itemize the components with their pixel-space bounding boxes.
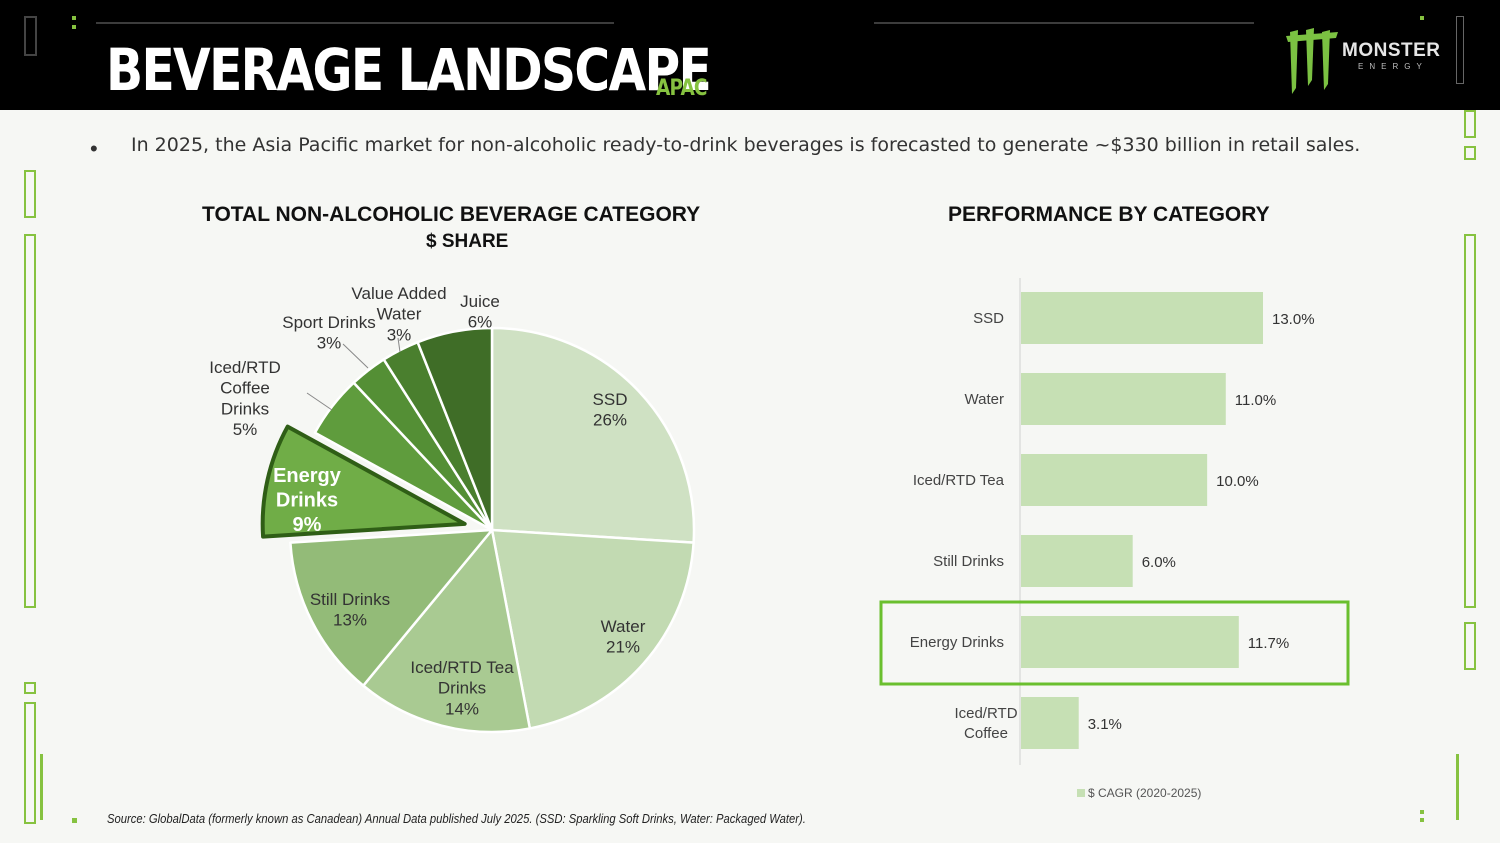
side-deco	[1456, 754, 1459, 820]
header-rule-right	[874, 22, 1254, 24]
region-tag: APAC	[656, 76, 708, 101]
pie-chart: SSD 26% Water 21% Iced/RTD Tea Drinks 14% Still…	[209, 284, 696, 734]
bar-ssd	[1021, 292, 1263, 344]
bar-value-label: 10.0%	[1216, 473, 1259, 490]
pie-slice-ssd	[490, 326, 696, 544]
pie-label-juice: Juice 6%	[460, 292, 500, 332]
bar-value-label: 11.0%	[1235, 392, 1276, 409]
bullet-marker: •	[90, 136, 98, 161]
side-deco	[24, 682, 36, 694]
pie-slice-still-drinks	[289, 528, 494, 687]
side-deco-dot	[1420, 818, 1424, 822]
header-rule-left	[96, 22, 614, 24]
bar-category-label: Iced/RTD Tea	[913, 472, 1005, 489]
bar-iced-rtd-tea	[1021, 454, 1208, 506]
bar-still-drinks	[1021, 535, 1133, 587]
legend-label: $ CAGR (2020-2025)	[1088, 786, 1201, 800]
pie-label-iced-rtd-tea-drinks: Iced/RTD Tea Drinks 14%	[410, 658, 514, 718]
bar-value-label: 6.0%	[1142, 554, 1176, 571]
bar-category-label: SSD	[973, 310, 1004, 327]
header-deco-dot	[1420, 16, 1424, 20]
header-deco-bracket	[24, 16, 37, 56]
side-deco	[1464, 622, 1476, 670]
logo-wordmark: MONSTER	[1342, 40, 1441, 61]
bar-value-label: 11.7%	[1248, 635, 1289, 652]
pie-label-water: Water 21%	[601, 617, 646, 657]
bar-category-label: Iced/RTD Coffee	[954, 705, 1017, 742]
header-deco-dot	[72, 25, 76, 29]
pie-label-iced-rtd-coffee-drinks: Iced/RTD Coffee Drinks 5%	[209, 358, 281, 439]
side-deco	[24, 702, 36, 824]
side-deco	[1464, 110, 1476, 138]
source-footnote: Source: GlobalData (formerly known as Ca…	[107, 812, 806, 826]
pie-leader-line	[397, 337, 401, 353]
pie-label-sport-drinks: Sport Drinks 3%	[282, 313, 376, 353]
bar-water	[1021, 373, 1226, 425]
side-deco	[24, 170, 36, 218]
side-deco-dot	[1420, 810, 1424, 814]
pie-leader-line	[342, 343, 369, 369]
bar-category-label: Still Drinks	[933, 553, 1004, 570]
pie-chart-title: TOTAL NON-ALCOHOLIC BEVERAGE CATEGORY	[202, 203, 701, 226]
side-deco	[1464, 234, 1476, 608]
page-title: BEVERAGE LANDSCAPE	[106, 36, 712, 104]
side-deco	[40, 754, 43, 820]
bar-value-label: 3.1%	[1088, 716, 1122, 733]
bar-chart-title: PERFORMANCE BY CATEGORY	[948, 203, 1270, 226]
logo-subtext: ENERGY	[1358, 62, 1428, 71]
pie-label-still-drinks: Still Drinks 13%	[310, 590, 390, 630]
monster-logo: MONSTER ENERGY	[1284, 24, 1454, 96]
bar-chart: SSD 13.0% Water 11.0% Iced/RTD Tea 10.0% Still…	[879, 278, 1350, 800]
side-deco	[1464, 146, 1476, 160]
pie-slice-juice	[416, 326, 494, 532]
pie-label-energy-drinks: Energy Drinks 9%	[273, 465, 342, 536]
pie-slice-iced-rtd-tea-drinks	[361, 528, 532, 734]
header-deco-bar	[1456, 16, 1464, 84]
pie-label-ssd: SSD 26%	[593, 390, 628, 430]
bar-value-label: 13.0%	[1272, 311, 1315, 328]
pie-chart-subtitle: $ SHARE	[426, 231, 509, 252]
bar-category-label: Water	[965, 391, 1004, 408]
bar-energy-drinks	[1021, 616, 1239, 668]
claw-icon	[1286, 28, 1338, 94]
header-deco-dot	[72, 16, 76, 20]
headline-bullet: In 2025, the Asia Pacific market for non…	[131, 134, 1361, 156]
bar-iced-rtd-coffee	[1021, 697, 1079, 749]
pie-label-value-added-water: Value Added Water 3%	[351, 284, 446, 344]
pie-slice-energy-drinks	[260, 424, 467, 539]
side-deco-dot	[72, 818, 77, 823]
pie-leader-line	[306, 392, 333, 411]
header-bar: BEVERAGE LANDSCAPE APAC MONSTER ENERGY	[0, 0, 1500, 110]
pie-slice-water	[490, 528, 695, 730]
bar-category-label: Energy Drinks	[910, 634, 1004, 651]
highlight-box	[879, 600, 1350, 686]
side-deco	[24, 234, 36, 608]
legend-swatch	[1077, 789, 1085, 797]
